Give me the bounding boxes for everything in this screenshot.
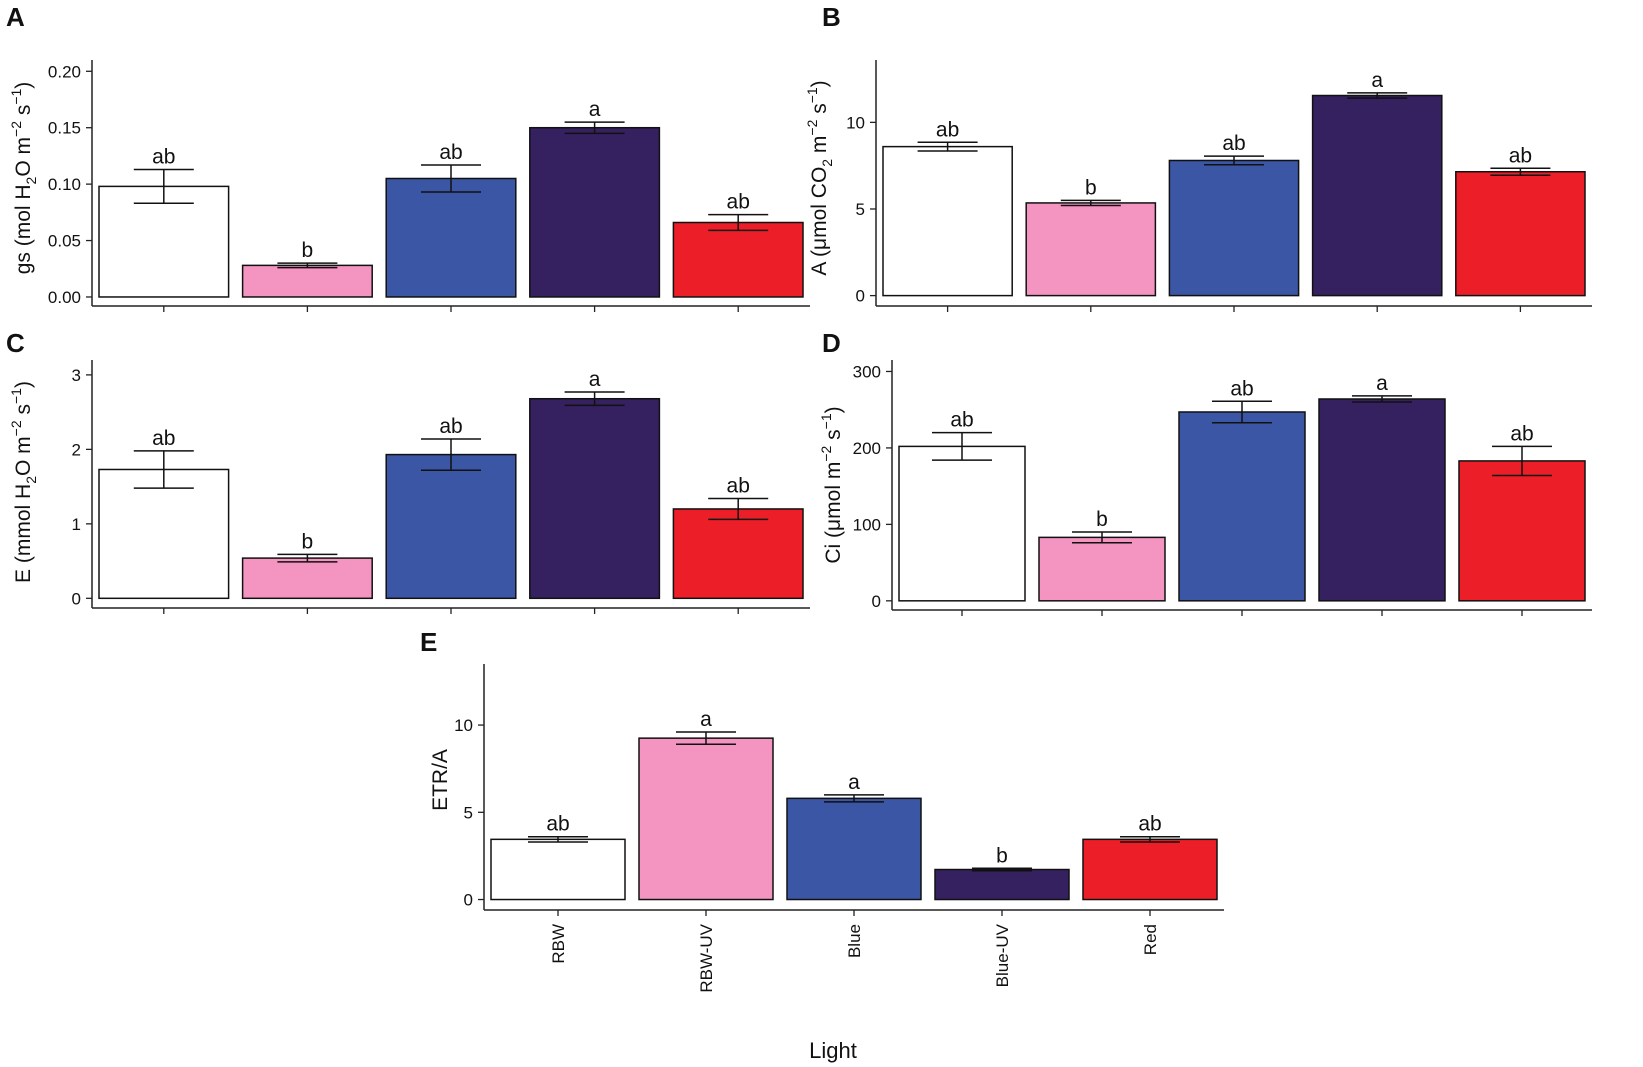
y-tick-label-c: 2 — [72, 440, 81, 459]
bar-a — [672, 221, 804, 298]
category-label: Red — [1141, 924, 1160, 955]
category-label: Blue-UV — [993, 923, 1012, 987]
y-tick-label-d: 300 — [853, 362, 881, 381]
significance-label-e: a — [700, 708, 712, 731]
y-axis-title-d: Ci (μmol m−2 s−1) — [818, 406, 845, 563]
bar-c — [241, 557, 373, 600]
panel-letter-a: A — [6, 2, 25, 32]
y-tick-label-e: 10 — [454, 716, 473, 735]
panel-letter-d: D — [822, 328, 841, 358]
panel-c: C E (mmol H2O m−2 s−1) 0 1 2 3 ab b ab a ab — [6, 328, 810, 614]
bar-c — [672, 508, 804, 600]
bar-e — [786, 797, 922, 901]
significance-label-a: ab — [727, 191, 750, 214]
y-tick-label-d: 200 — [853, 439, 881, 458]
y-tick-label-c: 1 — [72, 515, 81, 534]
bar-c — [529, 397, 661, 600]
panel-letter-c: C — [6, 328, 25, 358]
bar-e — [934, 868, 1070, 901]
significance-label-e: b — [996, 844, 1008, 867]
y-tick-label-e: 5 — [464, 803, 473, 822]
significance-label-c: b — [302, 530, 314, 553]
bar-b — [1025, 202, 1157, 297]
y-axis-title-a: gs (mol H2O m−2 s−1) — [8, 82, 39, 275]
y-tick-label-e: 0 — [464, 891, 473, 910]
bar-a — [241, 264, 373, 298]
significance-label-b: ab — [1222, 132, 1245, 155]
significance-label-c: a — [589, 368, 601, 391]
significance-label-c: ab — [439, 415, 462, 438]
bar-a — [385, 177, 517, 298]
x-axis-title: Light — [809, 1038, 857, 1063]
significance-label-a: ab — [439, 141, 462, 164]
y-tick-label-b: 5 — [856, 200, 865, 219]
panel-d: D Ci (μmol m−2 s−1) 0 100 200 300 ab b ab a ab — [818, 328, 1592, 616]
significance-label-b: b — [1085, 176, 1097, 199]
category-label: RBW — [549, 924, 568, 964]
bar-b — [1168, 159, 1300, 297]
panel-b: B A (μmol CO2 m−2 s−1) 0 5 10 ab b ab a ab — [804, 2, 1592, 312]
y-axis-title-c: E (mmol H2O m−2 s−1) — [8, 381, 39, 583]
significance-label-e: a — [848, 771, 860, 794]
bar-e — [490, 838, 626, 901]
significance-label-e: ab — [1138, 813, 1161, 836]
panel-letter-e: E — [420, 627, 437, 657]
bar-d — [898, 445, 1026, 602]
y-tick-label-a: 0.00 — [48, 288, 81, 307]
y-axis-title-b: A (μmol CO2 m−2 s−1) — [804, 80, 835, 275]
bar-e — [1082, 838, 1218, 901]
y-tick-label-d: 100 — [853, 515, 881, 534]
significance-label-d: a — [1376, 372, 1388, 395]
significance-label-a: b — [302, 239, 314, 262]
bar-c — [385, 453, 517, 600]
panel-e: E ETR/A Light 0 5 10 ab RBW a RBW-UV a Blue b Blue… — [420, 627, 1224, 1063]
significance-label-b: ab — [1509, 144, 1532, 167]
y-tick-label-a: 0.15 — [48, 119, 81, 138]
panel-a: A gs (mol H2O m−2 s−1) 0.00 0.05 0.10 0.15 0… — [6, 2, 810, 312]
significance-label-a: a — [589, 98, 601, 121]
bar-d — [1318, 398, 1446, 602]
y-tick-label-a: 0.20 — [48, 62, 81, 81]
significance-label-d: ab — [1510, 422, 1533, 445]
bar-b — [1455, 170, 1586, 297]
bar-d — [1178, 411, 1306, 602]
bar-b — [1311, 94, 1443, 297]
bar-a — [98, 185, 230, 298]
significance-label-b: a — [1371, 69, 1383, 92]
bar-e — [638, 737, 774, 901]
panel-letter-b: B — [822, 2, 841, 32]
y-tick-label-a: 0.10 — [48, 175, 81, 194]
y-axis-title-e: ETR/A — [429, 749, 452, 811]
significance-label-e: ab — [546, 813, 569, 836]
significance-label-c: ab — [152, 427, 175, 450]
y-tick-label-c: 0 — [72, 589, 81, 608]
category-label: Blue — [845, 924, 864, 958]
y-tick-label-c: 3 — [72, 366, 81, 385]
significance-label-d: b — [1096, 508, 1108, 531]
bar-b — [882, 145, 1013, 297]
bar-a — [529, 126, 661, 298]
significance-label-d: ab — [1230, 377, 1253, 400]
significance-label-d: ab — [950, 409, 973, 432]
y-tick-label-d: 0 — [872, 592, 881, 611]
bar-c — [98, 468, 230, 600]
y-tick-label-b: 0 — [856, 287, 865, 306]
category-label: RBW-UV — [697, 923, 716, 992]
significance-label-b: ab — [936, 118, 959, 141]
significance-label-a: ab — [152, 145, 175, 168]
significance-label-c: ab — [727, 475, 750, 498]
y-tick-label-a: 0.05 — [48, 232, 81, 251]
y-tick-label-b: 10 — [846, 113, 865, 132]
bar-d — [1458, 460, 1586, 602]
bar-d — [1038, 536, 1166, 602]
